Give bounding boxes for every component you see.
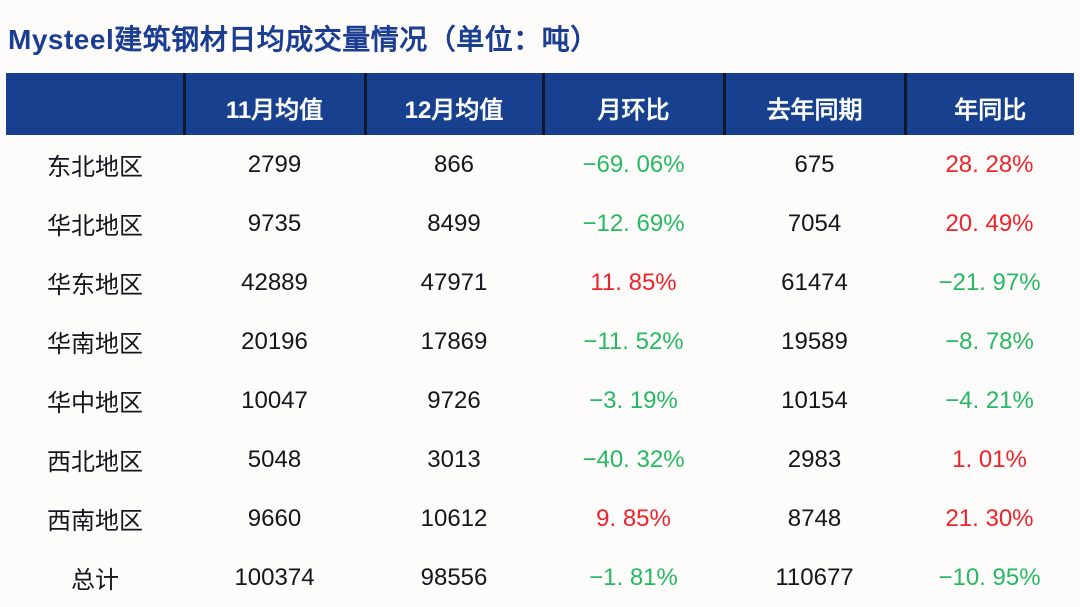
table-row: 华南地区 20196 17869 −11. 52% 19589 −8. 78% (6, 312, 1074, 371)
cell-yoy: 1. 01% (952, 445, 1027, 473)
page-title: Mysteel建筑钢材日均成交量情况（单位：吨） (8, 24, 599, 55)
col-header-mom: 月环比 (541, 73, 724, 135)
cell-dec-avg: 8499 (427, 209, 481, 237)
cell-yoy: −21. 97% (938, 268, 1041, 296)
cell-last-year: 2983 (787, 445, 842, 473)
cell-nov-avg: 10047 (241, 386, 308, 414)
table-row: 华东地区 42889 47971 11. 85% 61474 −21. 97% (6, 253, 1074, 312)
table-row: 东北地区 2799 866 −69. 06% 675 28. 28% (6, 135, 1074, 194)
cell-last-year: 7054 (787, 209, 842, 237)
cell-yoy: −4. 21% (945, 386, 1034, 414)
cell-nov-avg: 5048 (247, 445, 302, 473)
table-header-row: 11月均值 12月均值 月环比 去年同期 年同比 (6, 73, 1074, 135)
cell-last-year: 10154 (781, 386, 848, 414)
cell-yoy: 28. 28% (945, 150, 1034, 178)
col-header-dec-avg: 12月均值 (363, 73, 543, 135)
region-label: 华南地区 (47, 332, 143, 358)
cell-nov-avg: 42889 (241, 268, 308, 296)
cell-dec-avg: 47971 (420, 268, 488, 296)
cell-last-year: 19589 (781, 327, 848, 355)
region-label: 华中地区 (47, 391, 143, 417)
region-label: 华北地区 (47, 214, 143, 240)
cell-mom: 9. 85% (596, 504, 671, 532)
cell-nov-avg: 20196 (241, 327, 308, 355)
cell-yoy: −10. 95% (938, 563, 1041, 591)
region-label: 华东地区 (47, 273, 143, 299)
table-row: 华北地区 9735 8499 −12. 69% 7054 20. 49% (6, 194, 1074, 253)
cell-nov-avg: 9735 (247, 209, 302, 237)
col-header-last-year: 去年同期 (722, 73, 905, 135)
cell-yoy: −8. 78% (945, 327, 1034, 355)
cell-mom: −12. 69% (582, 209, 685, 237)
cell-mom: −1. 81% (589, 563, 678, 591)
cell-dec-avg: 98556 (420, 563, 488, 591)
cell-nov-avg: 2799 (247, 150, 302, 178)
cell-dec-avg: 9726 (427, 386, 481, 414)
region-label: 西南地区 (47, 509, 143, 535)
region-label: 西北地区 (47, 450, 143, 476)
cell-dec-avg: 17869 (420, 327, 488, 355)
cell-last-year: 61474 (781, 268, 848, 296)
table-row: 华中地区 10047 9726 −3. 19% 10154 −4. 21% (6, 371, 1074, 430)
cell-mom: 11. 85% (590, 268, 677, 296)
cell-mom: −69. 06% (582, 150, 685, 178)
cell-mom: −40. 32% (582, 445, 685, 473)
col-header-yoy: 年同比 (903, 73, 1074, 135)
table-row: 西北地区 5048 3013 −40. 32% 2983 1. 01% (6, 430, 1074, 489)
data-table: 11月均值 12月均值 月环比 去年同期 年同比 东北地区 2799 866 −… (6, 73, 1074, 607)
cell-yoy: 21. 30% (945, 504, 1034, 532)
cell-dec-avg: 866 (433, 150, 475, 178)
col-header-nov-avg: 11月均值 (182, 73, 365, 135)
region-label-total: 总计 (71, 568, 119, 594)
cell-last-year: 675 (794, 150, 835, 178)
cell-yoy: 20. 49% (945, 209, 1034, 237)
cell-last-year: 110677 (775, 563, 854, 591)
cell-nov-avg: 100374 (234, 563, 315, 591)
table-row: 西南地区 9660 10612 9. 85% 8748 21. 30% (6, 489, 1074, 548)
cell-mom: −3. 19% (589, 386, 678, 414)
table-row-total: 总计 100374 98556 −1. 81% 110677 −10. 95% (6, 548, 1074, 607)
col-header-region (6, 73, 184, 135)
region-label: 东北地区 (47, 155, 143, 181)
cell-last-year: 8748 (787, 504, 842, 532)
cell-nov-avg: 9660 (247, 504, 302, 532)
cell-dec-avg: 10612 (420, 504, 488, 532)
cell-mom: −11. 52% (583, 327, 684, 355)
cell-dec-avg: 3013 (427, 445, 481, 473)
